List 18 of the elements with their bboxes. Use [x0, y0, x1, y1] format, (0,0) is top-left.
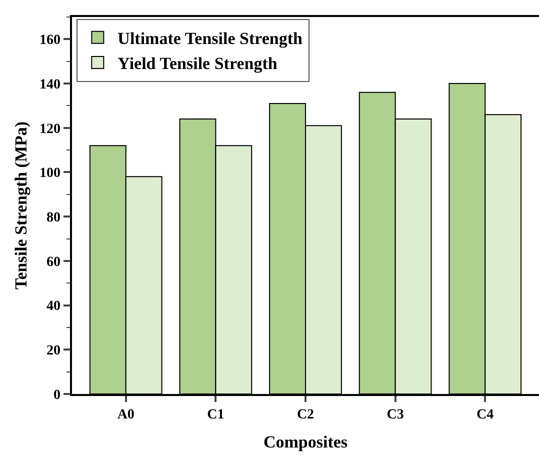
y-tick-label: 140 [39, 77, 60, 92]
y-tick-label: 40 [46, 299, 60, 314]
y-tick-label: 0 [53, 388, 60, 403]
y-tick-label: 60 [46, 254, 60, 270]
y-tick-label: 20 [46, 344, 60, 359]
y-axis-title: Tensile Strength (MPa) [12, 121, 30, 290]
y-tick-label: 100 [39, 166, 60, 182]
x-axis-title: Composites [263, 432, 348, 452]
legend-label: Yield Tensile Strength [118, 54, 278, 74]
x-tick-label: C2 [296, 408, 314, 423]
legend-label: Ultimate Tensile Strength [118, 29, 304, 48]
y-tick-label: 120 [39, 122, 60, 137]
x-tick-label: C3 [386, 408, 404, 423]
x-tick-label: C4 [476, 408, 494, 423]
x-tick-label: A0 [117, 408, 134, 423]
y-tick-label: 160 [39, 33, 60, 48]
y-tick-label: 80 [46, 210, 60, 226]
x-tick-label: C1 [207, 408, 224, 423]
